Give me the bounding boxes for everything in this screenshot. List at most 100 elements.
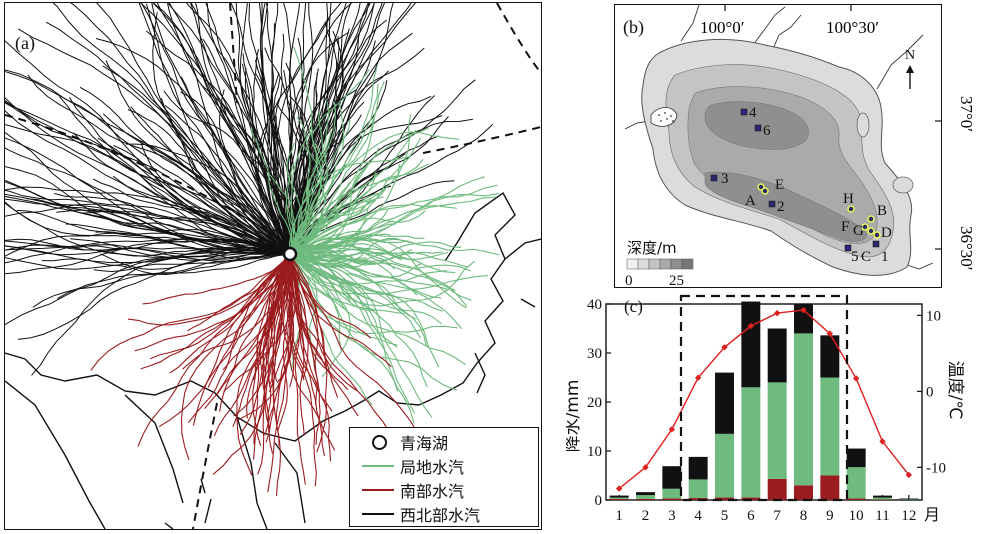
bar-segment [609,497,629,500]
northwest-trajectory [5,232,291,257]
point-label: D [881,225,892,241]
legend-label: 南部水汽 [400,482,465,501]
northwest-trajectory [5,69,291,255]
south-trajectory [188,253,291,423]
legend-label: 青海湖 [400,434,449,453]
x-tick-label: 5 [721,508,729,524]
local-trajectory [289,215,339,255]
bar-segment [820,475,840,500]
point-h-marker [847,205,855,213]
bar-segment [767,382,787,479]
south-trajectory [207,253,291,388]
lat-label-box: 36°30′ [942,226,982,286]
northwest-trajectory [140,140,291,255]
local-trajectory [289,241,462,261]
south-trajectory [287,253,305,436]
bar-segment [715,433,734,498]
site-label: C [861,249,871,265]
northwest-trajectory [5,246,291,326]
site-1-marker [872,240,880,248]
northwest-trajectory [5,203,291,255]
local-trajectory [289,251,468,307]
northwest-trajectory [140,3,291,255]
green-line-icon [362,465,394,467]
depth-contour-4 [704,171,867,242]
panel-a-trajectory-map: (a) 青海湖 局地水汽 南部水汽 西北部水汽 [4,2,542,530]
legend-label: 西北部水汽 [400,506,481,525]
island [892,176,914,194]
south-trajectory [158,253,291,428]
northwest-trajectory [5,244,291,262]
northwest-trajectory [27,74,291,255]
coastlines [5,191,541,529]
depth-scale-swatch [659,258,672,270]
site-label: 5 [851,249,859,265]
depth-scale-swatch [637,258,650,270]
panel-c-label: (c) [624,297,643,316]
bar-segment [741,497,761,500]
local-trajectory [289,108,378,255]
bar-segment [662,498,682,500]
local-trajectory [289,161,370,255]
temperature-point [879,438,886,445]
northwest-trajectory [59,96,291,255]
local-trajectory [289,147,380,255]
site-label: 6 [763,123,771,139]
site-label: 1 [881,249,889,265]
northwest-trajectory [289,3,370,255]
south-trajectories [90,253,425,497]
northwest-trajectory [73,132,291,255]
site-3-marker [710,174,718,182]
south-trajectory [267,253,291,432]
local-trajectory [289,253,349,313]
northwest-trajectory [244,67,291,255]
north-arrow: N [905,48,915,89]
point-label: H [843,191,854,207]
local-trajectory [289,127,429,255]
local-trajectory [250,128,292,255]
local-trajectory [289,116,311,255]
south-trajectory [289,253,358,392]
local-trajectory [289,252,471,272]
bar-segment [715,372,734,434]
lake-bathymetry-map: 4 6 3 2 1 5 C A E H B F G D N 深度/m 0 25 [624,5,941,287]
depth-tick-label: 0 [625,273,633,287]
lon-label: 100°30′ [826,18,880,37]
highlight-box [679,294,849,502]
legend-label: 局地水汽 [400,458,465,477]
y-tick-label: 40 [587,297,602,313]
sampling-sites [710,108,880,252]
bar-segment [741,301,761,388]
temperature-point [773,309,781,317]
site-label: 2 [777,199,785,215]
south-trajectory [289,253,321,445]
point-f-marker [867,227,875,235]
northwest-trajectory [151,3,291,255]
northwest-trajectory [5,147,291,255]
south-trajectory [213,253,291,437]
south-trajectory [267,253,292,493]
x-tick-label: 3 [668,508,676,524]
x-tick-label: 4 [694,508,702,524]
lake-circle-icon [372,435,387,450]
local-trajectory [289,234,425,255]
site-4-marker [740,108,748,116]
local-trajectory [289,253,415,424]
legend-item-south: 南部水汽 [360,480,465,501]
bar-segment [794,485,813,500]
point-a-marker [761,187,769,195]
depth-scale-swatch [670,258,683,270]
south-trajectory [253,253,291,460]
local-trajectory [289,181,351,255]
x-tick-label: 7 [773,508,781,524]
northwest-trajectory [254,59,293,255]
sand-dune-area [650,107,678,127]
temperature-point [800,306,807,314]
y2-tick-label: 0 [926,384,934,400]
x-unit-label: 月 [924,505,940,524]
site-2-marker [768,200,776,208]
point-label: B [877,203,887,219]
trajectory-map [5,3,541,529]
northwest-trajectory [168,3,291,255]
y-tick-label: 20 [587,395,602,411]
